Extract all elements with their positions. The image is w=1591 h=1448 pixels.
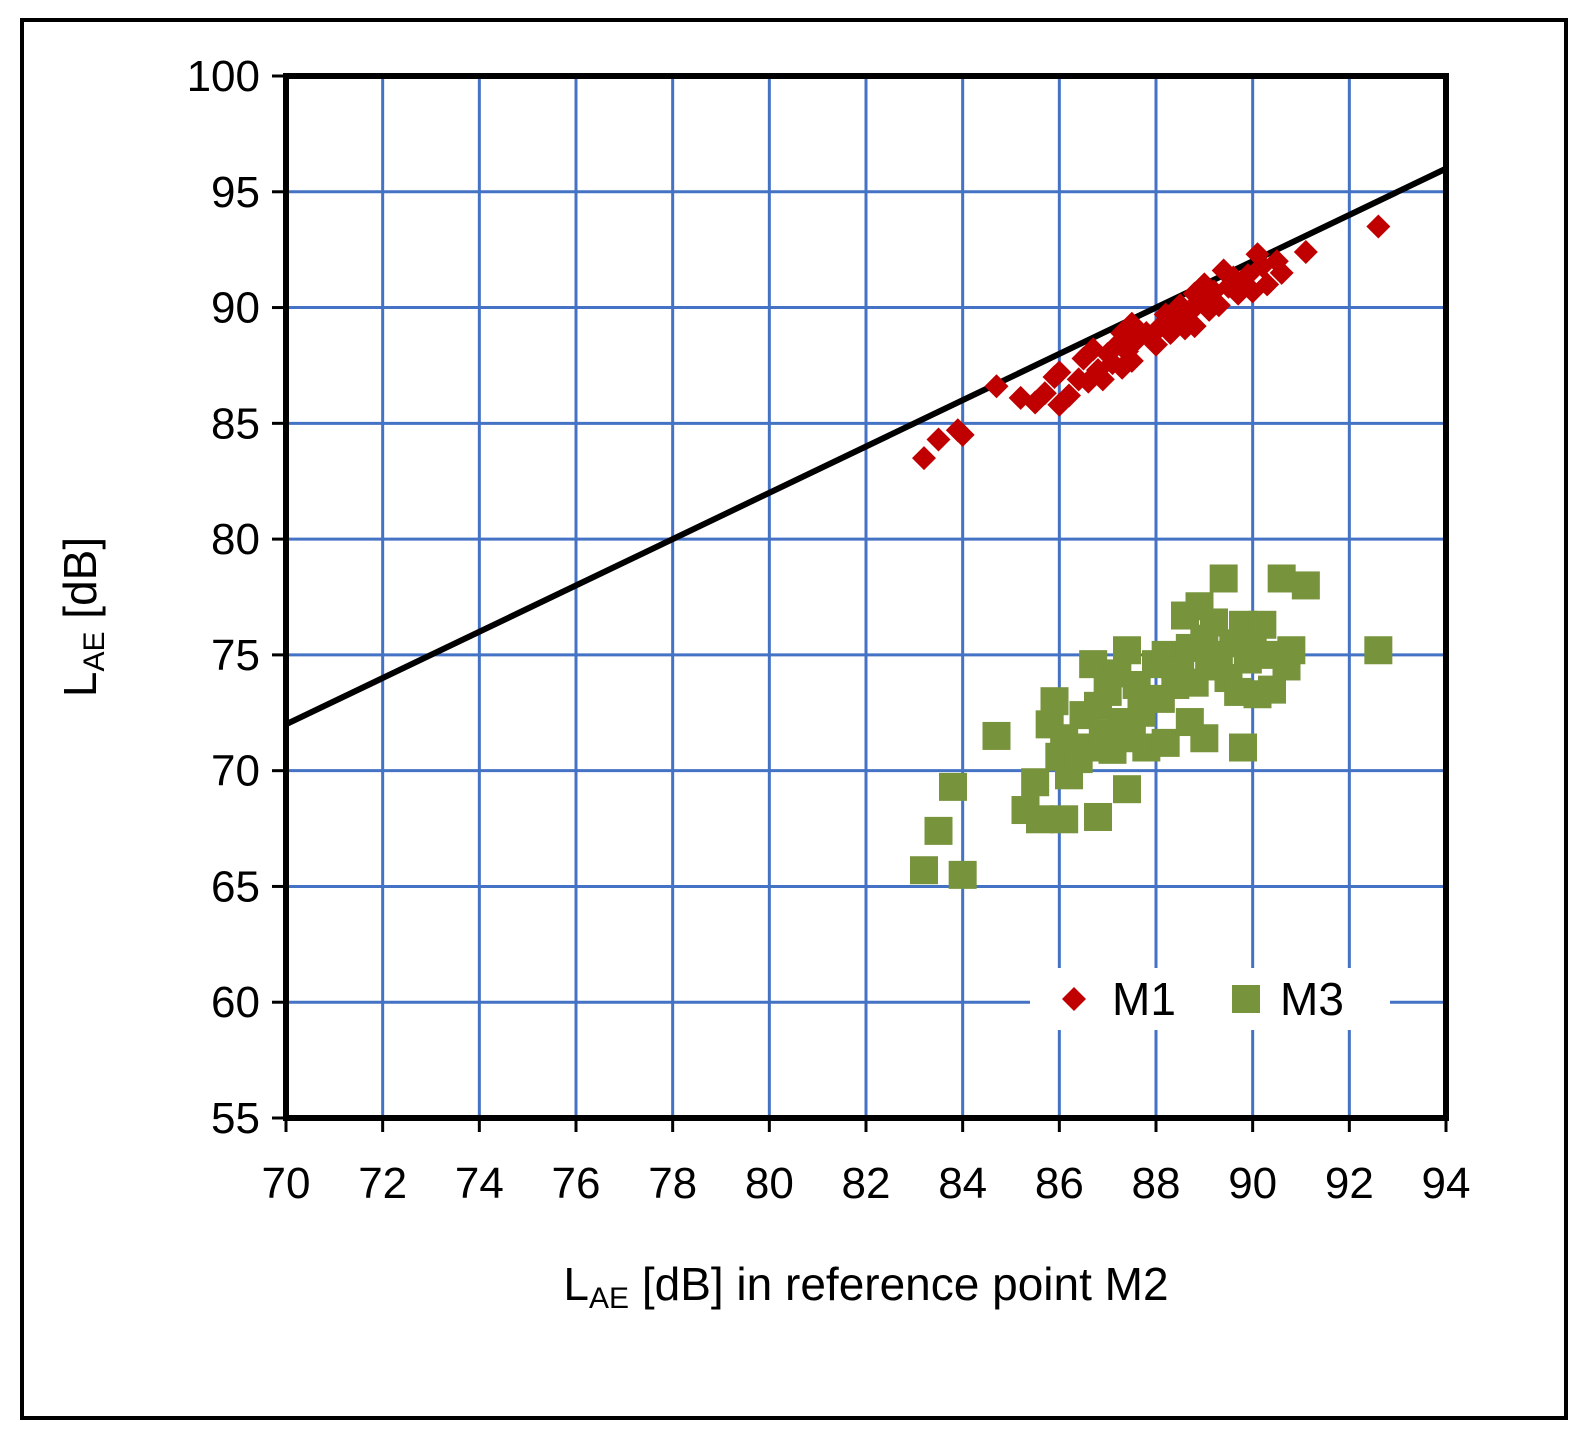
data-point-m3: [1190, 724, 1219, 753]
data-points: [910, 214, 1393, 889]
y-tick-label: 90: [211, 284, 260, 333]
legend: M1 M3: [1062, 973, 1344, 1025]
legend-marker-m3: [1232, 985, 1260, 1013]
x-axis-title-rest: [dB] in reference point M2: [629, 1258, 1169, 1310]
x-tick-label: 94: [1422, 1159, 1471, 1208]
axis-ticks: [272, 74, 1448, 1132]
data-point-m1: [1255, 272, 1280, 297]
data-point-m3: [1084, 802, 1112, 831]
x-tick-label: 70: [262, 1159, 311, 1208]
data-point-m1: [912, 446, 936, 471]
data-point-m1: [926, 427, 951, 452]
data-point-m1: [984, 374, 1009, 399]
x-tick-label: 90: [1228, 1159, 1277, 1208]
x-tick-label: 76: [552, 1159, 601, 1208]
data-point-m1: [1206, 293, 1231, 318]
legend-label-m3: M3: [1280, 973, 1344, 1025]
data-point-m3: [910, 856, 938, 885]
data-point-m1: [1090, 367, 1115, 392]
data-point-m3: [1151, 728, 1180, 757]
data-point-m3: [1248, 610, 1277, 639]
data-point-m3: [1267, 564, 1296, 593]
y-tick-label: 85: [211, 399, 260, 448]
data-point-m3: [924, 816, 953, 845]
y-axis-title: LAE [dB]: [54, 537, 111, 697]
data-point-m1: [950, 422, 975, 447]
x-axis-title-main: L: [563, 1258, 589, 1310]
x-tick-label: 72: [358, 1159, 407, 1208]
grid-lines: [286, 76, 1446, 1118]
data-point-m3: [948, 860, 977, 889]
data-point-m1: [1293, 239, 1318, 264]
x-axis-tick-labels: 70 72 74 76 78 80 82 84 86 88 90 92 94: [262, 1159, 1471, 1208]
x-tick-label: 80: [745, 1159, 794, 1208]
y-axis-title-rest: [dB]: [54, 537, 106, 632]
data-point-m1: [1182, 314, 1207, 339]
data-point-m3: [982, 721, 1011, 750]
data-point-m3: [1040, 687, 1069, 716]
y-axis-tick-labels: 55 60 65 70 75 80 85 90 95 100: [187, 52, 260, 1143]
data-point-m1: [1047, 360, 1072, 385]
y-tick-label: 100: [187, 52, 260, 101]
x-tick-label: 84: [938, 1159, 987, 1208]
x-tick-label: 74: [455, 1159, 504, 1208]
y-tick-label: 70: [211, 747, 260, 796]
data-point-m1: [1269, 260, 1294, 285]
x-tick-label: 78: [648, 1159, 697, 1208]
y-tick-label: 75: [211, 631, 260, 680]
data-point-m1: [1057, 383, 1081, 408]
data-point-m3: [1021, 768, 1050, 797]
data-point-m1: [1119, 348, 1144, 373]
legend-background: [1030, 968, 1390, 1030]
data-point-m1: [1032, 381, 1057, 406]
y-tick-label: 65: [211, 862, 260, 911]
data-point-m3: [1229, 733, 1257, 762]
data-point-m1: [1144, 332, 1168, 357]
data-point-m3: [1209, 564, 1238, 593]
y-tick-label: 60: [211, 978, 260, 1027]
data-point-m3: [1364, 636, 1393, 665]
x-tick-label: 86: [1035, 1159, 1084, 1208]
x-tick-label: 82: [842, 1159, 891, 1208]
data-point-m1: [1245, 242, 1270, 267]
x-tick-label: 88: [1132, 1159, 1181, 1208]
x-axis-title-subscript: AE: [589, 1282, 629, 1315]
data-point-m3: [1113, 636, 1141, 665]
data-point-m1: [1366, 214, 1391, 239]
data-point-m3: [1050, 805, 1079, 834]
x-tick-label: 92: [1325, 1159, 1374, 1208]
data-point-m3: [939, 772, 967, 801]
y-tick-label: 80: [211, 515, 260, 564]
data-point-m3: [1113, 775, 1141, 804]
data-point-m3: [1026, 805, 1054, 834]
legend-marker-m1: [1062, 987, 1086, 1011]
y-tick-label: 95: [211, 168, 260, 217]
data-point-m3: [1277, 636, 1306, 665]
data-point-m3: [1291, 571, 1320, 600]
y-tick-label: 55: [211, 1094, 260, 1143]
legend-label-m1: M1: [1112, 973, 1176, 1025]
y-axis-title-subscript: AE: [78, 631, 111, 671]
data-point-m3: [1079, 650, 1108, 679]
x-axis-title: LAE [dB] in reference point M2: [563, 1258, 1168, 1315]
y-axis-title-main: L: [54, 672, 106, 698]
